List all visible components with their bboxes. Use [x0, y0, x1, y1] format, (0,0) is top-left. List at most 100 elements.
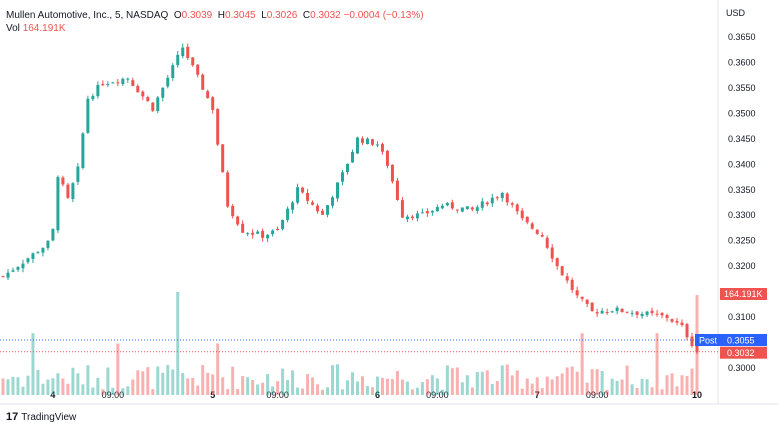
volume-bar [196, 385, 200, 395]
candle-body [600, 310, 604, 314]
time-tick-label: 5 [210, 390, 215, 400]
volume-bar [680, 375, 684, 395]
candle-body [181, 47, 185, 57]
price-tick-label: 0.3300 [728, 210, 756, 220]
candle-body [445, 202, 449, 206]
volume-bar [395, 371, 399, 395]
currency-label: USD [726, 8, 746, 18]
volume-bar [211, 374, 215, 395]
volume-bar [485, 370, 489, 395]
time-tick-label: 4 [50, 390, 55, 400]
candle-body [336, 182, 340, 199]
last-price-badge [720, 346, 767, 359]
volume-bar [415, 387, 419, 395]
volume-bar [51, 378, 55, 395]
candle-body [435, 207, 439, 212]
candle-body [550, 247, 554, 259]
candle-body [161, 87, 165, 98]
volume-bar [555, 376, 559, 395]
candle-body [141, 91, 145, 97]
volume-bar [360, 376, 364, 395]
volume-bar [385, 378, 389, 395]
candle-body [341, 172, 345, 182]
candle-body [331, 197, 335, 206]
candle-body [690, 336, 694, 347]
candle-body [410, 216, 414, 219]
volume-bar [625, 365, 629, 395]
candle-body [221, 144, 225, 173]
volume-bar [181, 373, 185, 395]
price-tick-label: 0.3350 [728, 185, 756, 195]
volume-bar [490, 383, 494, 395]
candle-body [136, 85, 140, 93]
volume-bar [465, 375, 469, 395]
volume-bar [276, 381, 280, 395]
candle-body [61, 177, 65, 185]
candle-body [485, 202, 489, 205]
volume-bar [420, 382, 424, 395]
volume-bar [246, 377, 250, 395]
candle-body [131, 80, 135, 86]
candle-body [311, 202, 315, 205]
volume-bar [565, 367, 569, 395]
tradingview-logo[interactable]: 17 TradingView [6, 411, 76, 423]
candle-body [465, 206, 469, 209]
candle-body [11, 270, 15, 272]
candle-body [695, 345, 699, 353]
volume-bar [675, 386, 679, 395]
candle-body [81, 133, 85, 168]
volume-bar [470, 387, 474, 395]
candle-body [615, 307, 619, 312]
volume-bar [630, 384, 634, 395]
volume-bar [41, 383, 45, 395]
volume-bar [111, 387, 115, 395]
volume-bar [131, 379, 135, 395]
volume-bar [560, 373, 564, 395]
candle-body [76, 166, 80, 182]
time-tick-label: 7 [535, 390, 540, 400]
volume-bar [36, 369, 40, 395]
candle-body [51, 228, 55, 241]
price-tick-label: 0.3000 [728, 363, 756, 373]
volume-bar [336, 364, 340, 395]
candle-body [680, 322, 684, 326]
volume-value: 164.191K [22, 23, 66, 34]
volume-bar [435, 378, 439, 395]
candle-body [26, 258, 30, 263]
price-tick-label: 0.3550 [728, 83, 756, 93]
candle-body [350, 151, 354, 163]
volume-bar [665, 375, 669, 395]
volume-bar [610, 378, 614, 395]
volume-bar [575, 371, 579, 395]
post-label: Post [699, 335, 718, 345]
time-tick-label: 6 [375, 390, 380, 400]
volume-bar [355, 381, 359, 395]
price-tick-label: 0.3200 [728, 261, 756, 271]
candle-body [146, 97, 150, 102]
volume-bar [505, 364, 509, 395]
volume-bar [226, 389, 230, 395]
time-tick-label: 09:00 [586, 390, 609, 400]
volume-bar [311, 377, 315, 395]
volume-bar [26, 375, 30, 395]
volume-bar [261, 382, 265, 395]
candle-body [176, 54, 180, 66]
candle-body [231, 205, 235, 217]
candle-body [246, 233, 250, 235]
candle-body [385, 150, 389, 166]
candle-body [430, 210, 434, 213]
candle-body [96, 84, 100, 97]
candle-body [226, 172, 230, 207]
candle-body [670, 319, 674, 322]
volume-bar [46, 379, 50, 395]
price-tick-label: 0.3450 [728, 134, 756, 144]
tradingview-icon: 17 [6, 411, 19, 423]
volume-bar [400, 379, 404, 395]
volume-bar [221, 377, 225, 395]
candle-body [86, 98, 90, 133]
volume-bar [535, 377, 539, 395]
candle-body [425, 211, 429, 214]
post-badge-bg [695, 333, 767, 346]
high-label: H [217, 10, 226, 21]
